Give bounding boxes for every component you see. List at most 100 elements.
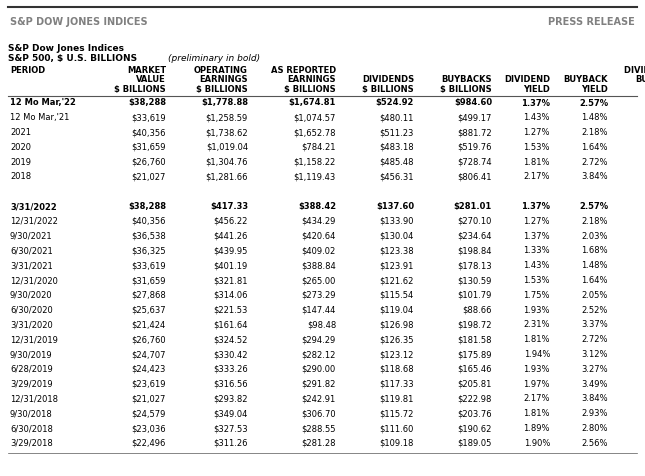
Text: $281.28: $281.28 <box>301 438 336 447</box>
Text: $165.46: $165.46 <box>457 364 492 373</box>
Text: $ BILLIONS: $ BILLIONS <box>114 85 166 94</box>
Text: AS REPORTED: AS REPORTED <box>271 66 336 75</box>
Text: BUYBACK: BUYBACK <box>635 75 645 84</box>
Text: DIVIDENDS: DIVIDENDS <box>362 75 414 84</box>
Text: $198.72: $198.72 <box>457 320 492 329</box>
Text: 1.37%: 1.37% <box>521 98 550 107</box>
Text: 1.53%: 1.53% <box>524 276 550 285</box>
Text: $205.81: $205.81 <box>457 379 492 388</box>
Text: $222.98: $222.98 <box>457 394 492 403</box>
Text: $1,119.43: $1,119.43 <box>293 172 336 181</box>
Text: $101.79: $101.79 <box>457 290 492 299</box>
Text: $330.42: $330.42 <box>213 349 248 358</box>
Text: EARNINGS: EARNINGS <box>288 75 336 84</box>
Text: $21,027: $21,027 <box>132 394 166 403</box>
Text: 1.90%: 1.90% <box>524 438 550 447</box>
Text: $270.10: $270.10 <box>457 217 492 226</box>
Text: $221.53: $221.53 <box>213 305 248 314</box>
Text: $40,356: $40,356 <box>132 128 166 137</box>
Text: $1,778.88: $1,778.88 <box>201 98 248 107</box>
Text: 3/29/2019: 3/29/2019 <box>10 379 53 388</box>
Text: 12/31/2019: 12/31/2019 <box>10 335 58 344</box>
Text: $26,760: $26,760 <box>132 335 166 344</box>
Text: $273.29: $273.29 <box>301 290 336 299</box>
Text: $198.84: $198.84 <box>457 246 492 255</box>
Text: $1,652.78: $1,652.78 <box>293 128 336 137</box>
Text: $1,258.59: $1,258.59 <box>206 113 248 122</box>
Text: S&P DOW JONES INDICES: S&P DOW JONES INDICES <box>10 17 148 27</box>
Text: 3.49%: 3.49% <box>582 379 608 388</box>
Text: $242.91: $242.91 <box>302 394 336 403</box>
Text: $1,738.62: $1,738.62 <box>205 128 248 137</box>
Text: 3.27%: 3.27% <box>581 364 608 373</box>
Text: $524.92: $524.92 <box>375 98 414 107</box>
Text: $519.76: $519.76 <box>457 143 492 151</box>
Text: 6/28/2019: 6/28/2019 <box>10 364 53 373</box>
Text: 2.56%: 2.56% <box>582 438 608 447</box>
Text: $22,496: $22,496 <box>132 438 166 447</box>
Text: DIVIDEND &: DIVIDEND & <box>624 66 645 75</box>
Text: 3.84%: 3.84% <box>581 172 608 181</box>
Text: $1,019.04: $1,019.04 <box>206 143 248 151</box>
Text: $130.04: $130.04 <box>380 231 414 240</box>
Text: $485.48: $485.48 <box>379 158 414 166</box>
Text: $324.52: $324.52 <box>213 335 248 344</box>
Text: $784.21: $784.21 <box>301 143 336 151</box>
Text: $728.74: $728.74 <box>457 158 492 166</box>
Text: 1.37%: 1.37% <box>523 231 550 240</box>
Text: $24,579: $24,579 <box>132 408 166 417</box>
Text: 1.27%: 1.27% <box>524 128 550 137</box>
Text: $23,619: $23,619 <box>132 379 166 388</box>
Text: $23,036: $23,036 <box>132 423 166 432</box>
Text: EARNINGS: EARNINGS <box>199 75 248 84</box>
Text: OPERATING: OPERATING <box>194 66 248 75</box>
Text: $33,619: $33,619 <box>132 261 166 270</box>
Text: $409.02: $409.02 <box>302 246 336 255</box>
Text: 1.37%: 1.37% <box>521 202 550 211</box>
Text: $26,760: $26,760 <box>132 158 166 166</box>
Text: $147.44: $147.44 <box>302 305 336 314</box>
Text: 2.17%: 2.17% <box>524 172 550 181</box>
Text: 1.81%: 1.81% <box>524 408 550 417</box>
Text: $36,538: $36,538 <box>131 231 166 240</box>
Text: 2.80%: 2.80% <box>582 423 608 432</box>
Text: S&P 500, $ U.S. BILLIONS: S&P 500, $ U.S. BILLIONS <box>8 54 137 63</box>
Text: $349.04: $349.04 <box>213 408 248 417</box>
Text: $ BILLIONS: $ BILLIONS <box>362 85 414 94</box>
Text: $288.55: $288.55 <box>301 423 336 432</box>
Text: $314.06: $314.06 <box>213 290 248 299</box>
Text: $499.17: $499.17 <box>457 113 492 122</box>
Text: $984.60: $984.60 <box>454 98 492 107</box>
Text: 2021: 2021 <box>10 128 31 137</box>
Text: $121.62: $121.62 <box>380 276 414 285</box>
Text: $117.33: $117.33 <box>379 379 414 388</box>
Text: $294.29: $294.29 <box>302 335 336 344</box>
Text: 9/30/2019: 9/30/2019 <box>10 349 53 358</box>
Text: $24,423: $24,423 <box>132 364 166 373</box>
Text: $21,424: $21,424 <box>132 320 166 329</box>
Text: 2.72%: 2.72% <box>582 335 608 344</box>
Text: $881.72: $881.72 <box>457 128 492 137</box>
Text: $290.00: $290.00 <box>302 364 336 373</box>
Text: $434.29: $434.29 <box>302 217 336 226</box>
Text: $40,356: $40,356 <box>132 217 166 226</box>
Text: 1.43%: 1.43% <box>524 261 550 270</box>
Text: $123.91: $123.91 <box>380 261 414 270</box>
Text: 1.81%: 1.81% <box>524 335 550 344</box>
Text: 1.93%: 1.93% <box>524 364 550 373</box>
Text: $21,027: $21,027 <box>132 172 166 181</box>
Text: $111.60: $111.60 <box>380 423 414 432</box>
Text: $33,619: $33,619 <box>132 113 166 122</box>
Text: $126.35: $126.35 <box>379 335 414 344</box>
Text: $456.22: $456.22 <box>213 217 248 226</box>
Text: $31,659: $31,659 <box>132 276 166 285</box>
Text: $36,325: $36,325 <box>132 246 166 255</box>
Text: $311.26: $311.26 <box>213 438 248 447</box>
Text: $401.19: $401.19 <box>213 261 248 270</box>
Text: $137.60: $137.60 <box>376 202 414 211</box>
Text: 12 Mo Mar,'21: 12 Mo Mar,'21 <box>10 113 70 122</box>
Text: 2.18%: 2.18% <box>582 128 608 137</box>
Text: 9/30/2020: 9/30/2020 <box>10 290 53 299</box>
Text: (preliminary in bold): (preliminary in bold) <box>168 54 260 63</box>
Text: 12 Mo Mar,'22: 12 Mo Mar,'22 <box>10 98 76 107</box>
